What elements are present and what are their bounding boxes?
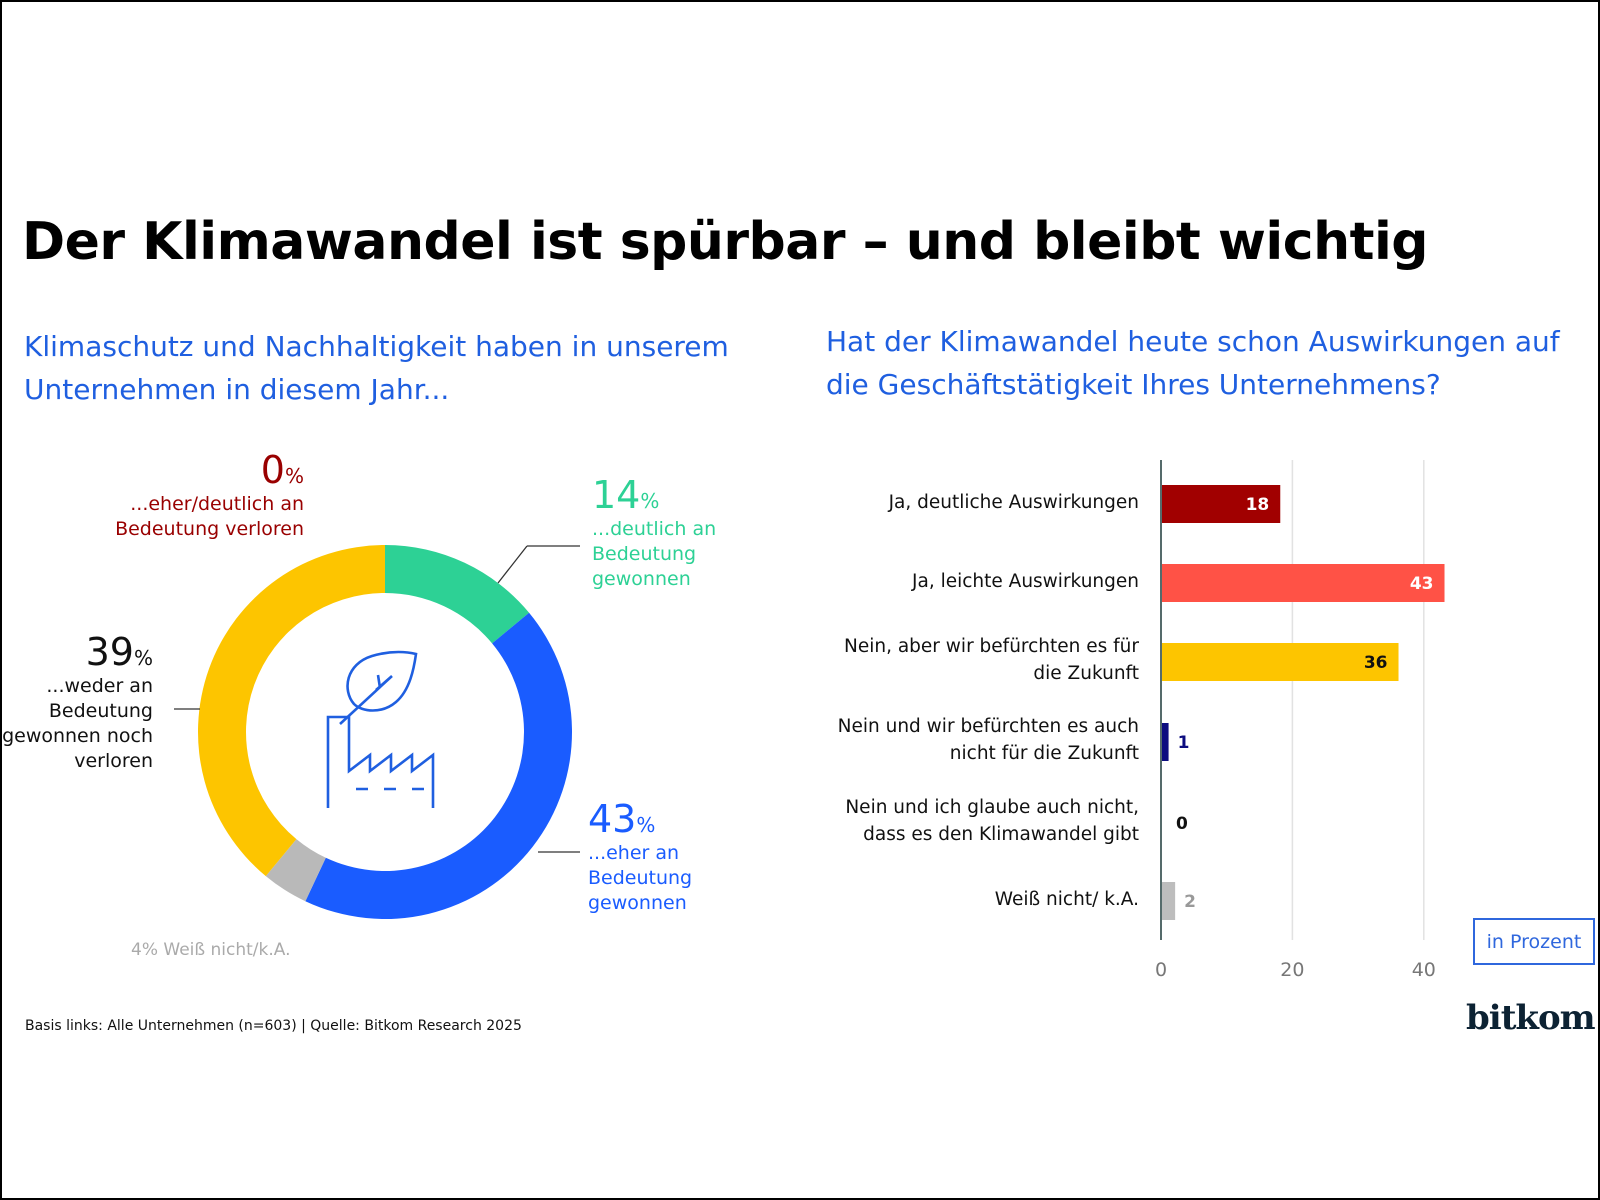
unit: % [636, 813, 656, 837]
bar-title: Hat der Klimawandel heute schon Auswirku… [826, 320, 1560, 406]
donut-title-line: Unternehmen in diesem Jahr... [24, 373, 450, 406]
x-tick-label: 0 [1155, 959, 1167, 981]
slice-label-line: verloren [74, 750, 153, 772]
bar-value-label: 36 [1364, 653, 1388, 673]
donut-slice [198, 545, 385, 877]
slice-value: 4 [131, 940, 142, 960]
bar-title-line: Hat der Klimawandel heute schon Auswirku… [826, 325, 1560, 358]
slice-label-line: Bedeutung verloren [115, 518, 304, 540]
bar-category-line: Nein und ich glaube auch nicht, [845, 797, 1139, 818]
bar-value-label: 2 [1184, 892, 1196, 912]
donut-title: Klimaschutz und Nachhaltigkeit haben in … [24, 325, 729, 411]
bar-title-line: die Geschäftstätigkeit Ihres Unternehmen… [826, 368, 1441, 401]
bar [1162, 485, 1281, 523]
slice-value: 39 [85, 630, 134, 674]
unit: % [284, 464, 304, 488]
bar [1162, 882, 1176, 920]
slice-label: Weiß nicht/k.A. [163, 940, 291, 960]
slice-label-line: ...deutlich an [592, 518, 717, 540]
slice-label-line: ...eher/deutlich an [130, 493, 304, 515]
bar-value-label: 0 [1176, 814, 1188, 834]
bar-category-line: die Zukunft [1033, 663, 1139, 684]
donut-chart [174, 545, 580, 919]
bar-category-label: Weiß nicht/ k.A. [799, 886, 1139, 913]
slice-label-line: ...weder an [46, 675, 153, 697]
bar-category-line: Ja, leichte Auswirkungen [912, 570, 1139, 592]
bar-value-label: 18 [1246, 495, 1270, 515]
bar-chart: 0 20 40 18 43 36 1 0 2 [1155, 460, 1445, 981]
slice-label-blue: 43% ...eher an Bedeutung gewonnen [588, 797, 692, 916]
leaf-factory-icon [326, 650, 435, 808]
slice-label-line: gewonnen [592, 568, 691, 590]
slice-label-yellow: 39% ...weder an Bedeutung gewonnen noch … [2, 630, 153, 774]
bar-category-label: Nein und ich glaube auch nicht, dass es d… [799, 794, 1139, 848]
slice-label-lost: 0% ...eher/deutlich an Bedeutung verlore… [115, 448, 304, 542]
bar-category-label: Ja, deutliche Auswirkungen [799, 489, 1139, 516]
bar-category-label: Nein, aber wir befürchten es für die Zuku… [799, 633, 1139, 687]
slice-value: 0 [260, 448, 285, 492]
page-title: Der Klimawandel ist spürbar – und bleibt… [22, 212, 1429, 272]
slice-label-line: Bedeutung [592, 543, 697, 565]
bar-category-line: dass es den Klimawandel gibt [863, 824, 1139, 845]
donut-slice [385, 545, 530, 644]
slice-value: 43 [588, 797, 637, 841]
donut-slice [305, 612, 572, 919]
slice-label-line: Bedeutung [48, 700, 153, 722]
unit: % [640, 489, 660, 513]
unit-label: in Prozent [1473, 918, 1595, 965]
leader-line-green [497, 545, 528, 584]
bar [1162, 643, 1399, 681]
slice-label-green: 14% ...deutlich an Bedeutung gewonnen [592, 473, 716, 592]
unit: % [133, 646, 153, 670]
slice-label-line: gewonnen noch [2, 725, 153, 747]
slice-label-gray: 4% Weiß nicht/k.A. [131, 940, 291, 960]
unit: % [141, 940, 158, 960]
slice-label-line: gewonnen [588, 892, 687, 914]
bar [1162, 723, 1169, 761]
slice-value: 14 [592, 473, 641, 517]
bar-category-line: Weiß nicht/ k.A. [994, 888, 1139, 910]
x-tick-label: 40 [1412, 959, 1436, 981]
x-tick-label: 20 [1280, 959, 1304, 981]
bar-category-line: nicht für die Zukunft [949, 743, 1139, 764]
bar-value-label: 1 [1178, 733, 1190, 753]
bar-category-line: Ja, deutliche Auswirkungen [888, 491, 1139, 513]
source-footer: Basis links: Alle Unternehmen (n=603) | … [25, 1018, 522, 1034]
slice-label-line: ...eher an [588, 842, 680, 864]
bar-category-label: Nein und wir befürchten es auch nicht für… [799, 713, 1139, 767]
bar-category-label: Ja, leichte Auswirkungen [799, 568, 1139, 595]
bitkom-logo: bitkom [1466, 998, 1596, 1038]
bar [1162, 564, 1445, 602]
slice-label-line: Bedeutung [588, 867, 693, 889]
bar-category-line: Nein und wir befürchten es auch [837, 716, 1139, 737]
donut-title-line: Klimaschutz und Nachhaltigkeit haben in … [24, 330, 729, 363]
bar-category-line: Nein, aber wir befürchten es für [844, 636, 1139, 657]
donut-slice [265, 839, 326, 902]
bar-value-label: 43 [1410, 574, 1434, 594]
